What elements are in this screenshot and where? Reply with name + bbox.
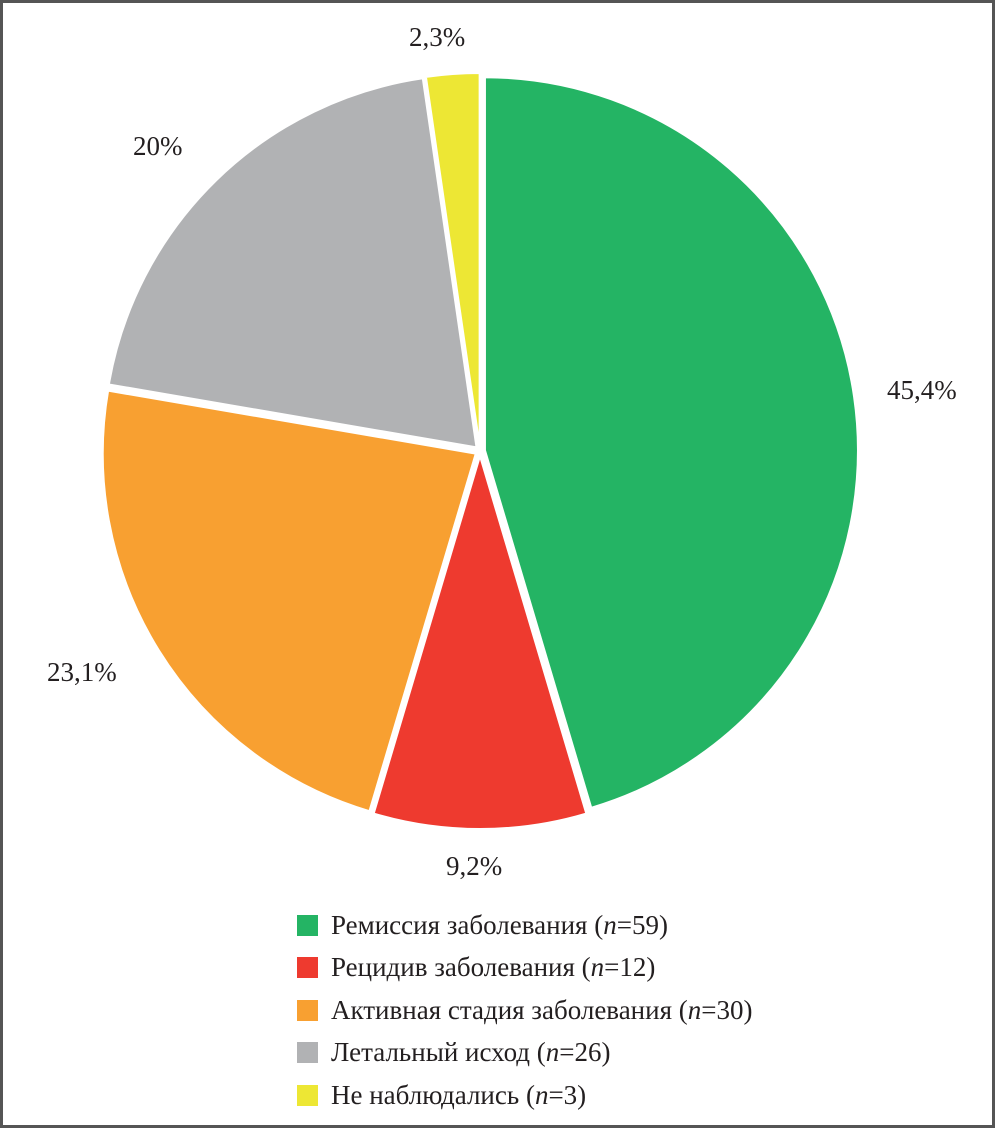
legend-n-symbol: n [590, 952, 605, 983]
legend-label: Не наблюдались (n=3) [331, 1079, 587, 1110]
legend-label: Активная стадия заболевания (n=30) [331, 994, 753, 1025]
legend-n-value: 12 [619, 952, 647, 983]
pie-slice [372, 452, 588, 831]
pie-slice-label: 20% [133, 130, 183, 161]
pie-slice-label: 45,4% [887, 374, 957, 405]
legend-item: Летальный исход (n=26) [297, 1032, 752, 1075]
legend-n-value: 59 [631, 909, 659, 940]
legend: Ремиссия заболевания (n=59) Рецидив забол… [297, 904, 752, 1117]
pie-slice-label: 2,3% [409, 21, 466, 52]
legend-n-value: 26 [574, 1037, 602, 1068]
legend-label-text: Летальный исход [331, 1037, 531, 1068]
legend-swatch [297, 1084, 318, 1106]
legend-swatch [297, 914, 318, 936]
legend-label: Ремиссия заболевания (n=59) [331, 909, 668, 940]
legend-label-text: Не наблюдались [331, 1079, 520, 1110]
legend-label-text: Рецидив заболевания [331, 952, 575, 983]
legend-item: Ремиссия заболевания (n=59) [297, 904, 752, 947]
legend-n-value: 3 [563, 1079, 578, 1110]
legend-label: Летальный исход (n=26) [331, 1037, 611, 1068]
legend-label-text: Ремиссия заболевания [331, 909, 588, 940]
legend-swatch [297, 999, 318, 1021]
legend-swatch [297, 1042, 318, 1064]
legend-item: Не наблюдались (n=3) [297, 1074, 752, 1117]
legend-swatch [297, 957, 318, 979]
legend-n-value: 30 [716, 994, 744, 1025]
legend-item: Активная стадия заболевания (n=30) [297, 989, 752, 1032]
legend-n-symbol: n [687, 994, 702, 1025]
pie-slice [101, 389, 478, 813]
pie-slice [107, 77, 478, 449]
legend-n-symbol: n [534, 1079, 549, 1110]
legend-n-symbol: n [545, 1037, 560, 1068]
legend-n-symbol: n [603, 909, 617, 940]
legend-item: Рецидив заболевания (n=12) [297, 947, 752, 990]
legend-label: Рецидив заболевания (n=12) [331, 952, 656, 983]
pie-slice-label: 9,2% [446, 850, 503, 881]
pie-slice-label: 23,1% [47, 656, 117, 687]
pie-slice [424, 72, 481, 447]
legend-label-text: Активная стадия заболевания [331, 994, 672, 1025]
pie-slice [483, 76, 859, 810]
